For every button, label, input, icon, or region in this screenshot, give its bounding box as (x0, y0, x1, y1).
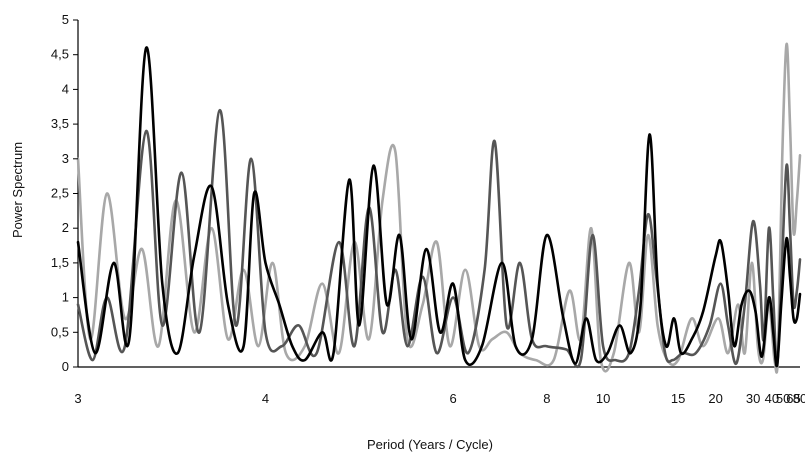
y-tick-label: 3,5 (51, 116, 69, 131)
x-axis-label: Period (Years / Cycle) (367, 437, 493, 452)
y-tick-label: 3 (62, 151, 69, 166)
y-ticks: 0 0,5 1 1,5 2 2,5 3 3,5 4 4,5 5 (51, 12, 78, 374)
x-tick-label: 30 (746, 391, 760, 406)
series-line-1 (76, 46, 802, 368)
y-tick-label: 0 (62, 359, 69, 374)
y-axis-label: Power Spectrum (10, 142, 25, 238)
x-tick-label: 80 (793, 391, 805, 406)
x-tick-label: 3 (74, 391, 81, 406)
y-tick-label: 4,5 (51, 47, 69, 62)
x-tick-label: 15 (671, 391, 685, 406)
y-tick-label: 0,5 (51, 324, 69, 339)
plot-area (76, 20, 802, 374)
y-tick-label: 2 (62, 220, 69, 235)
x-tick-label: 50 (776, 391, 790, 406)
series-layer (76, 42, 802, 374)
x-tick-label: 6 (449, 391, 456, 406)
y-tick-label: 2,5 (51, 186, 69, 201)
y-tick-label: 1,5 (51, 255, 69, 270)
x-tick-label: 4 (262, 391, 269, 406)
x-tick-label: 10 (596, 391, 610, 406)
x-tick-label: 8 (543, 391, 550, 406)
series-line-2 (76, 108, 802, 369)
y-tick-label: 5 (62, 12, 69, 27)
y-tick-label: 4 (62, 81, 69, 96)
x-tick-label: 65 (786, 391, 800, 406)
x-tick-label: 20 (708, 391, 722, 406)
x-tick-label: 40 (765, 391, 779, 406)
y-tick-label: 1 (62, 290, 69, 305)
